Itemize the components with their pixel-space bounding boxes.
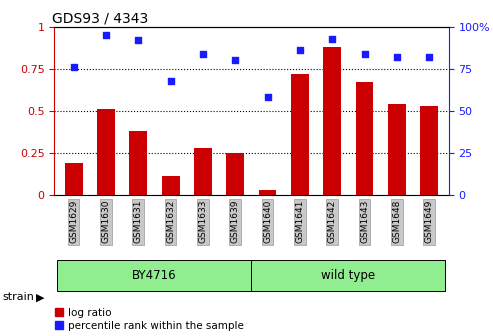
Point xyxy=(361,51,369,56)
Text: GSM1642: GSM1642 xyxy=(328,200,337,243)
Text: GSM1630: GSM1630 xyxy=(102,200,110,243)
Point xyxy=(70,65,77,70)
Point xyxy=(296,48,304,53)
Text: GSM1640: GSM1640 xyxy=(263,200,272,243)
Point xyxy=(328,36,336,41)
Bar xyxy=(194,148,212,195)
Legend: log ratio, percentile rank within the sample: log ratio, percentile rank within the sa… xyxy=(55,308,244,331)
Point xyxy=(231,58,239,63)
Point xyxy=(102,33,110,38)
Text: GSM1639: GSM1639 xyxy=(231,200,240,243)
Bar xyxy=(291,74,309,195)
Point xyxy=(264,95,272,100)
Bar xyxy=(226,153,244,195)
Text: wild type: wild type xyxy=(321,269,376,282)
Text: strain: strain xyxy=(2,292,35,302)
Point xyxy=(167,78,175,83)
Text: GSM1643: GSM1643 xyxy=(360,200,369,243)
Text: BY4716: BY4716 xyxy=(132,269,177,282)
Bar xyxy=(421,106,438,195)
Text: GSM1632: GSM1632 xyxy=(166,200,175,243)
Bar xyxy=(323,47,341,195)
Bar xyxy=(129,131,147,195)
Bar xyxy=(65,163,82,195)
FancyBboxPatch shape xyxy=(58,260,251,291)
Text: GDS93 / 4343: GDS93 / 4343 xyxy=(52,12,148,26)
Text: GSM1633: GSM1633 xyxy=(199,200,208,243)
Text: GSM1629: GSM1629 xyxy=(69,200,78,243)
Text: GSM1631: GSM1631 xyxy=(134,200,143,243)
Point xyxy=(393,54,401,60)
Bar xyxy=(355,82,374,195)
Bar xyxy=(259,190,277,195)
FancyBboxPatch shape xyxy=(251,260,445,291)
Point xyxy=(134,38,142,43)
Text: GSM1641: GSM1641 xyxy=(295,200,304,243)
Text: ▶: ▶ xyxy=(35,292,44,302)
Bar xyxy=(388,104,406,195)
Text: GSM1648: GSM1648 xyxy=(392,200,401,243)
Point xyxy=(199,51,207,56)
Bar xyxy=(162,176,179,195)
Text: GSM1649: GSM1649 xyxy=(425,200,434,243)
Bar xyxy=(97,109,115,195)
Point xyxy=(425,54,433,60)
